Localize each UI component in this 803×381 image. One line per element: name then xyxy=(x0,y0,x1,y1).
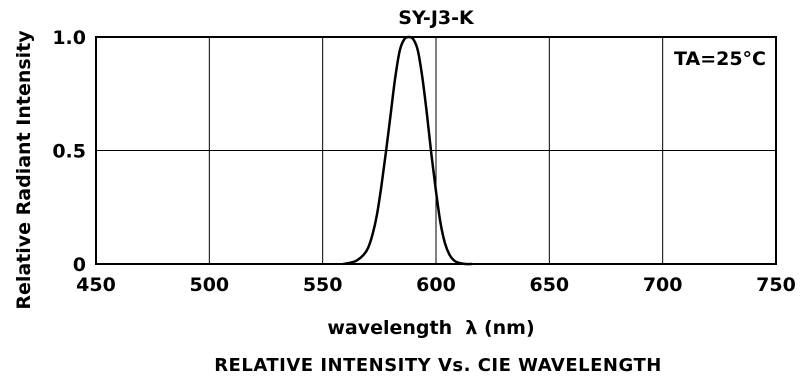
x-tick-labels: 450 500 550 600 650 700 750 xyxy=(76,274,796,296)
x-tick-label: 600 xyxy=(416,274,456,296)
x-tick-label: 450 xyxy=(76,274,116,296)
y-tick-label: 0.5 xyxy=(52,141,86,163)
plot-frame xyxy=(95,36,777,265)
x-tick-label: 750 xyxy=(756,274,796,296)
y-tick-label: 0 xyxy=(73,254,86,276)
temperature-annotation: TA=25°C xyxy=(674,48,766,70)
y-tick-label: 1.0 xyxy=(52,27,86,49)
series-line xyxy=(342,35,473,266)
x-tick-label: 500 xyxy=(189,274,229,296)
chart-title: SY-J3-K xyxy=(398,7,475,29)
x-tick-label: 700 xyxy=(643,274,683,296)
x-axis-label: wavelength λ (nm) xyxy=(327,317,534,339)
y-tick-labels: 0 0.5 1.0 xyxy=(52,27,86,276)
x-tick-label: 650 xyxy=(529,274,569,296)
y-axis-label: Relative Radiant Intensity xyxy=(13,30,35,310)
x-tick-label: 550 xyxy=(303,274,343,296)
grid-lines xyxy=(96,37,776,264)
chart-caption: RELATIVE INTENSITY Vs. CIE WAVELENGTH xyxy=(214,355,662,376)
